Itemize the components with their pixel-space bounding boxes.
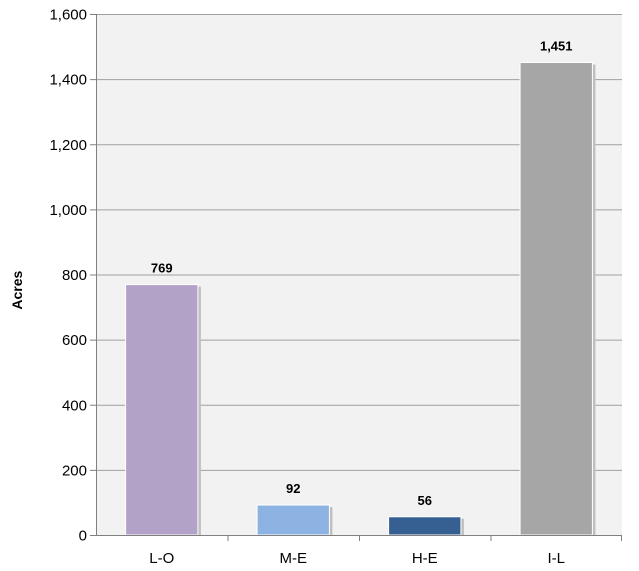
- x-tick-label: H-E: [412, 550, 438, 567]
- y-tick-label: 0: [79, 528, 87, 545]
- data-label: 769: [151, 261, 173, 276]
- bar: [519, 62, 593, 536]
- data-label: 92: [286, 481, 300, 496]
- y-tick-label: 1,400: [49, 72, 87, 89]
- y-tick-label: 600: [62, 332, 87, 349]
- x-tick-label: I-L: [547, 550, 565, 567]
- y-tick-label: 400: [62, 397, 87, 414]
- y-tick-label: 1,600: [49, 7, 87, 24]
- axes: [90, 14, 622, 541]
- x-tick-label: L-O: [149, 550, 174, 567]
- data-label: 1,451: [540, 39, 573, 54]
- y-axis-title: Acres: [9, 270, 25, 309]
- y-tick-label: 1,200: [49, 137, 87, 154]
- data-label: 56: [418, 493, 432, 508]
- labels: 0 200 400 600 800 1,000 1,200 1,400 1,600 769 L-O 9…: [49, 7, 572, 568]
- x-tick-label: M-E: [280, 550, 308, 567]
- bar: [256, 504, 330, 536]
- bar: [388, 516, 462, 536]
- y-tick-label: 1,000: [49, 202, 87, 219]
- bar: [125, 284, 199, 536]
- bars: [125, 62, 596, 536]
- y-tick-label: 800: [62, 267, 87, 284]
- y-tick-label: 200: [62, 462, 87, 479]
